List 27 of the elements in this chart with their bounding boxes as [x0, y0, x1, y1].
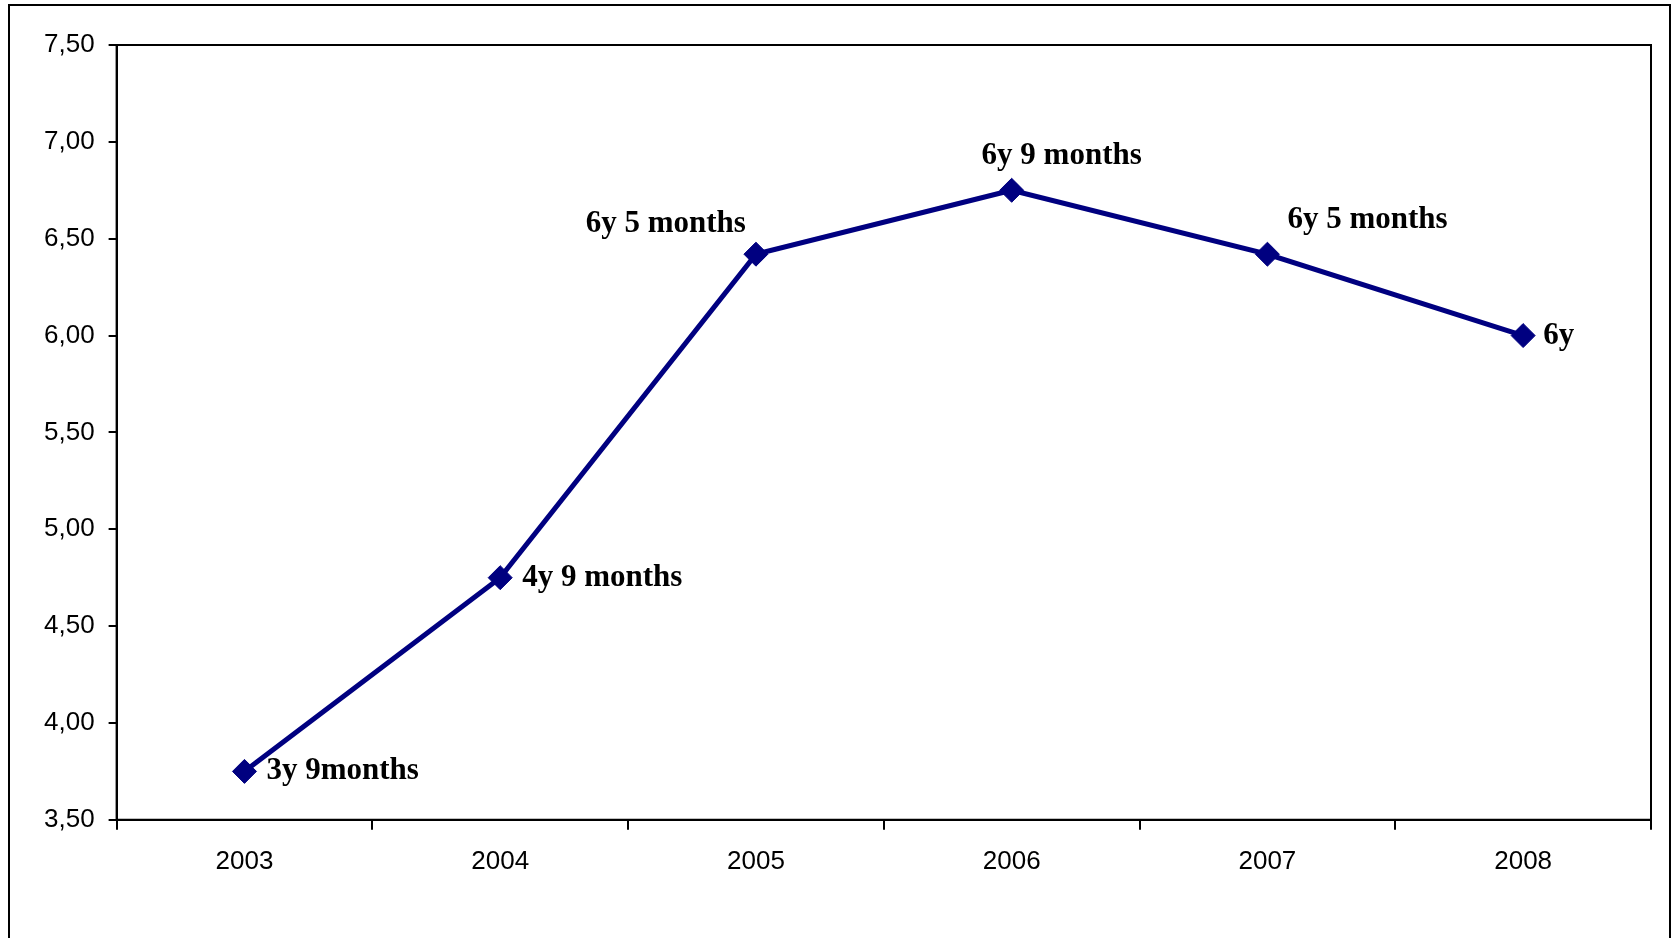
y-tick-label: 4,00 [43, 706, 95, 737]
point [487, 565, 513, 591]
text: 6y 5 months [585, 204, 746, 240]
text: 6y [1543, 315, 1575, 351]
x-tick-label: 2005 [727, 844, 785, 875]
y-tick-label: 7,00 [43, 125, 95, 156]
text: 4y 9 months [522, 557, 683, 593]
y-tick-label: 5,50 [43, 415, 95, 446]
point [999, 177, 1025, 203]
x-tick-label: 2003 [215, 844, 274, 875]
point [231, 758, 257, 784]
y-tick-label: 7,50 [43, 28, 95, 59]
x-tick-label: 2006 [982, 844, 1041, 875]
y-tick-label: 4,50 [43, 609, 95, 640]
y-tick-label: 5,00 [43, 512, 95, 543]
y-tick-label: 6,00 [43, 318, 95, 349]
y-tick-label: 3,50 [43, 802, 95, 833]
point [743, 241, 769, 267]
text: 6y 5 months [1287, 200, 1448, 236]
point [1254, 241, 1280, 267]
x-tick-label: 2008 [1494, 844, 1553, 875]
y-tick-label: 6,50 [43, 221, 95, 252]
text: 6y 9 months [981, 136, 1142, 172]
x-tick-label: 2004 [471, 844, 530, 875]
text: 3y 9months [266, 751, 419, 787]
x-tick-label: 2007 [1238, 844, 1297, 875]
point [1510, 323, 1536, 349]
